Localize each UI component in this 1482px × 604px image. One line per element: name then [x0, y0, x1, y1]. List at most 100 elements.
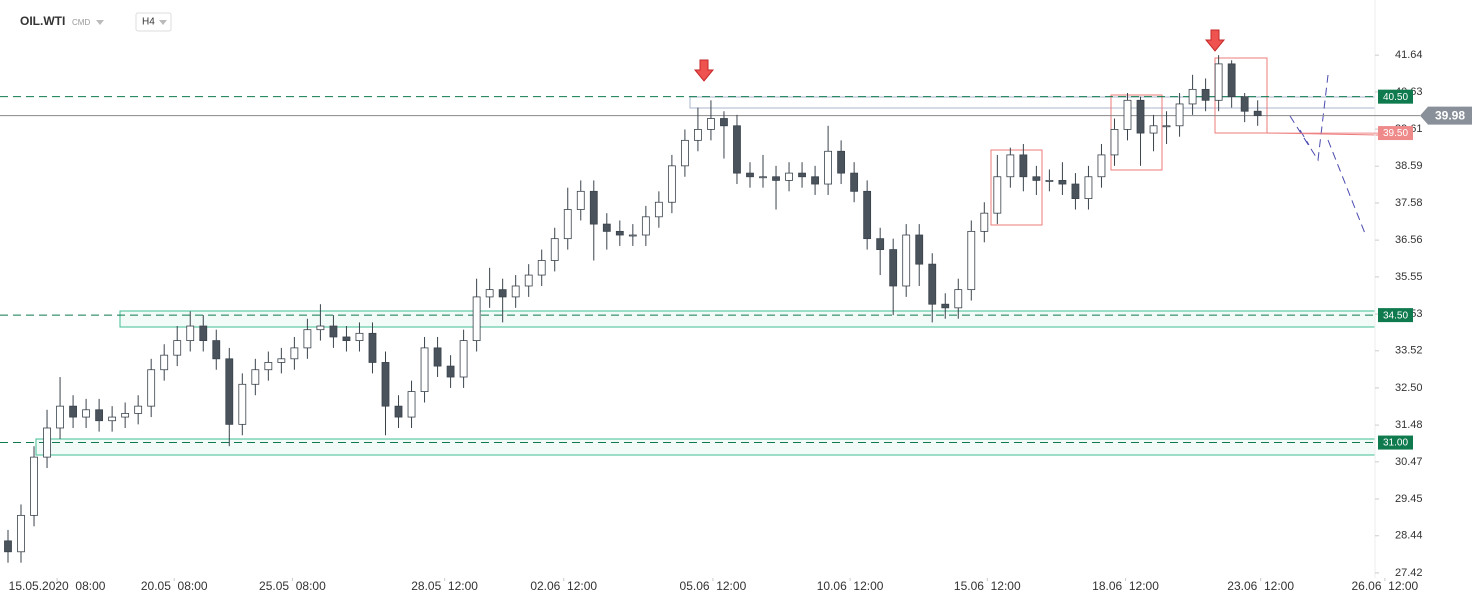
y-tick-label: 32.50: [1395, 382, 1423, 394]
y-tick-label: 35.55: [1395, 271, 1423, 283]
level-badge: [1378, 435, 1413, 450]
candle-body: [56, 405, 64, 429]
candle-body: [550, 238, 559, 261]
level-label: 34.50: [1383, 310, 1408, 321]
candle-body: [681, 139, 689, 167]
candle-body: [641, 216, 650, 236]
candle-body: [69, 405, 77, 418]
candle-body: [902, 234, 911, 287]
candle-body: [134, 405, 143, 414]
y-tick-label: 33.52: [1395, 345, 1423, 357]
candle-body: [941, 303, 950, 309]
candle-body: [667, 165, 676, 203]
resistance-zone: [689, 96, 1376, 109]
y-tick-label: 27.42: [1395, 567, 1423, 579]
level-badge: [1378, 89, 1413, 104]
candle-body: [785, 172, 793, 181]
y-tick-label: 37.58: [1395, 197, 1423, 209]
candle-body: [186, 325, 195, 342]
candle-body: [707, 118, 715, 130]
x-tick-label: 18.06 12:00: [1092, 579, 1159, 593]
y-tick-label: 31.48: [1395, 419, 1423, 431]
candle-body: [394, 405, 403, 418]
candle-body: [459, 340, 468, 378]
candle-body: [1032, 176, 1041, 181]
y-tick-label: 38.59: [1395, 160, 1423, 172]
interval-select[interactable]: [135, 12, 172, 32]
x-tick-label: 23.06 12:00: [1227, 579, 1294, 593]
x-tick-label: 02.06 12:00: [530, 579, 597, 593]
level-label: 31.00: [1383, 438, 1408, 449]
candle-body: [1136, 99, 1145, 134]
level-badge: [1378, 126, 1413, 141]
candle-body: [1084, 176, 1093, 200]
candle-body: [1097, 154, 1106, 178]
x-tick-label: 26.06 12:00: [1351, 579, 1418, 593]
support-zone: [35, 438, 1376, 456]
candle-body: [381, 362, 390, 407]
x-tick-label: 15.06 12:00: [954, 579, 1021, 593]
candle-body: [824, 150, 832, 185]
candle-body: [433, 347, 442, 367]
candle-body: [511, 285, 520, 298]
candle-body: [1175, 103, 1184, 127]
candle-body: [407, 391, 416, 418]
candle-body: [30, 456, 38, 516]
candle-body: [876, 238, 885, 250]
candle-body: [472, 296, 481, 342]
candle-body: [342, 336, 351, 342]
candle-body: [420, 347, 429, 392]
candle-body: [654, 201, 663, 218]
x-tick-label: 05.06 12:00: [680, 579, 747, 593]
candle-body: [147, 369, 156, 407]
candle-body: [602, 223, 611, 232]
level-label: 39.50: [1383, 128, 1408, 139]
candle-body: [1058, 179, 1067, 185]
candle-body: [967, 230, 976, 291]
candle-body: [82, 409, 90, 418]
arrow-down: [693, 59, 715, 82]
candle-body: [121, 413, 130, 418]
x-tick-label: 10.06 12:00: [817, 579, 884, 593]
dropdown-icon: [159, 20, 167, 25]
x-tick-label: 15.05.2020 08:00: [9, 579, 106, 593]
candle-body: [980, 212, 989, 232]
candle-body: [915, 234, 924, 265]
candle-body: [1227, 63, 1236, 98]
candle-body: [43, 427, 51, 458]
y-tick-label: 29.45: [1395, 493, 1423, 505]
candle-body: [1123, 99, 1132, 130]
projection: [1289, 74, 1367, 237]
last-price-label: 39.98: [1435, 108, 1465, 122]
candle-body: [108, 416, 117, 422]
candle-body: [720, 118, 728, 127]
pattern-box: [1214, 57, 1268, 134]
candle-body: [485, 289, 494, 298]
candle-body: [863, 190, 872, 240]
x-tick-label: 20.05 08:00: [141, 579, 208, 593]
candle-body: [1188, 88, 1197, 105]
y-tick-label: 28.44: [1395, 530, 1423, 542]
candle-body: [837, 150, 846, 174]
candle-body: [798, 172, 806, 178]
candle-body: [576, 190, 585, 210]
candle-body: [212, 340, 221, 360]
candle-body: [993, 176, 1002, 214]
candle-body: [316, 325, 325, 331]
candle-body: [928, 263, 937, 305]
pattern-box: [990, 149, 1043, 226]
symbol: OIL.WTI: [20, 14, 65, 28]
candle-body: [811, 176, 819, 185]
candle-body: [1240, 96, 1249, 112]
candle-body: [733, 125, 741, 174]
candle-body: [1149, 125, 1158, 134]
candle-body: [759, 176, 767, 179]
candle-body: [1071, 183, 1080, 200]
market: CMD: [72, 18, 90, 27]
candle-body: [628, 234, 637, 237]
dropdown-icon[interactable]: [96, 20, 104, 25]
candle-body: [524, 274, 533, 287]
candle-body: [329, 325, 338, 338]
candle-body: [251, 369, 260, 385]
